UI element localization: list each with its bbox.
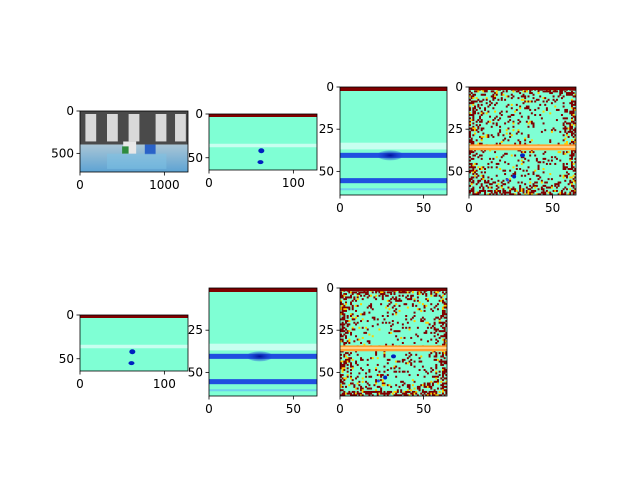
y-tick-label: 50 <box>59 352 74 366</box>
y-tick-label: 25 <box>319 122 334 136</box>
panel-4: 0 50 0 25 50 <box>448 80 577 215</box>
y-tick-label: 50 <box>188 151 203 165</box>
x-tick-label: 0 <box>465 201 473 215</box>
panel-image <box>209 288 317 396</box>
x-tick-label: 50 <box>286 402 301 416</box>
y-tick-label: 50 <box>188 365 203 379</box>
y-tick-label: 0 <box>326 281 334 295</box>
panel-image <box>469 87 576 195</box>
x-tick-label: 0 <box>205 402 213 416</box>
panel-image <box>340 87 447 195</box>
axes-frame <box>208 287 318 397</box>
panel-image <box>80 111 188 172</box>
y-tick-label: 50 <box>319 365 334 379</box>
y-tick-label: 50 <box>319 164 334 178</box>
panel-7: 0 50 0 25 50 <box>319 281 448 416</box>
panel-image <box>209 114 317 170</box>
x-tick-label: 0 <box>336 201 344 215</box>
x-tick-label: 0 <box>336 402 344 416</box>
x-tick-label: 0 <box>205 176 213 190</box>
y-tick-label: 0 <box>66 104 74 118</box>
axes-frame <box>79 110 189 173</box>
axes-frame <box>468 86 577 196</box>
panel-image <box>340 288 447 396</box>
y-tick-label: 0 <box>455 80 463 94</box>
y-tick-label: 25 <box>448 122 463 136</box>
panel-image <box>80 315 188 371</box>
x-tick-label: 50 <box>545 201 560 215</box>
y-tick-label: 25 <box>319 323 334 337</box>
y-tick-label: 0 <box>326 80 334 94</box>
axes-frame <box>79 314 189 372</box>
x-tick-label: 0 <box>76 377 84 391</box>
x-tick-label: 100 <box>153 377 176 391</box>
y-tick-label: 50 <box>448 164 463 178</box>
axes-frame <box>339 287 448 397</box>
x-tick-label: 50 <box>416 402 431 416</box>
x-tick-label: 0 <box>76 178 84 192</box>
y-tick-label: 0 <box>66 308 74 322</box>
y-tick-label: 0 <box>195 107 203 121</box>
x-tick-label: 100 <box>282 176 305 190</box>
panel-1: 0 1000 0 500 <box>51 104 189 192</box>
y-tick-label: 25 <box>188 323 203 337</box>
x-tick-label: 1000 <box>149 178 180 192</box>
axes-frame <box>208 113 318 171</box>
y-tick-label: 500 <box>51 146 74 160</box>
panel-3: 0 50 0 25 50 <box>319 80 448 215</box>
axes-frame <box>339 86 448 196</box>
panel-6: 0 50 25 50 <box>188 287 318 416</box>
x-tick-label: 50 <box>416 201 431 215</box>
